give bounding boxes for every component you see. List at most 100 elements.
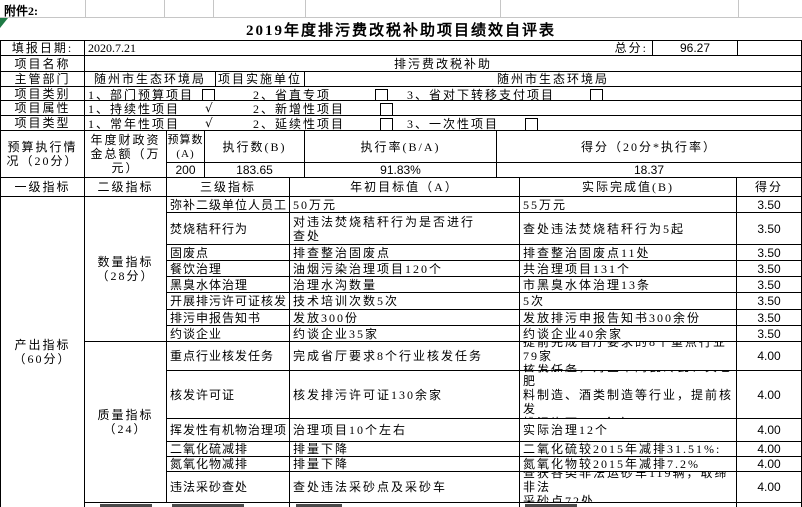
target-cell: 发放300份 (290, 310, 520, 326)
indicator-cell: 重点行业核发任务 (167, 342, 290, 371)
level2-group-quantity: 数量指标 （28分） (85, 197, 167, 342)
target-cell: 核发排污许可证130余家 (290, 371, 520, 419)
gridline (500, 0, 501, 17)
indicator-cell: 氮氧化物减排 (167, 457, 290, 472)
level2-group-quality: 质量指标 （24） (85, 342, 167, 503)
target-cell: 约谈企业35家 (290, 326, 520, 342)
score-cell: 4.00 (737, 442, 802, 457)
indicator-cell: 黑臭水体治理 (167, 277, 290, 293)
clipped-cell (520, 503, 737, 507)
empty-cell (738, 41, 802, 56)
target-cell: 对违法焚烧秸秆行为是否进行 查处 (290, 213, 520, 245)
gridline (85, 0, 86, 17)
budget-header-row: 预算数 (A) 执行数(B) 执行率(B/A) 得分（20分*执行率） (167, 131, 802, 163)
table-row: 挥发性有机物治理项 治理项目10个左右 实际治理12个 4.00 (167, 419, 802, 442)
table-row: 固废点 排查整治固废点 排查整治固废点11处 3.50 (167, 245, 802, 261)
green-corner-marker-icon (0, 18, 8, 28)
date-value: 2020.7.21 (88, 41, 136, 55)
actual-cell: 提前完成省厅要求的8个重点行业79家 核发任务 (520, 342, 737, 371)
score-cell: 3.50 (737, 326, 802, 342)
exec-amount-header: 执行数(B) (205, 131, 305, 163)
date-total-cell: 2020.7.21 总分: (85, 41, 653, 56)
table-row: 违法采砂查处 查处违法采砂点及采砂车 查获各类非法运砂车119辆，取缔非法 采砂… (167, 472, 802, 503)
page-title: 2019年度排污费改税补助项目绩效自评表 (245, 22, 556, 39)
score-cell: 4.00 (737, 371, 802, 419)
clipped-cell (290, 503, 520, 507)
score-cell: 3.50 (737, 310, 802, 326)
table-row: 开展排污许可证核发 技术培训次数5次 5次 3.50 (167, 293, 802, 310)
category-checkbox-2[interactable] (375, 89, 388, 100)
actual-cell: 氮氧化物较2015年减排7.2% (520, 457, 737, 472)
dept-label: 主管部门 (0, 72, 85, 87)
type-checkbox-3[interactable] (525, 118, 538, 130)
score-cell: 4.00 (737, 457, 802, 472)
budget-score-header: 得分（20分*执行率） (497, 131, 802, 163)
indicator-cell: 挥发性有机物治理项 (167, 419, 290, 442)
type-options: 1、常年性项目 √ 2、延续性项目 3、一次性项目 (85, 116, 802, 131)
indicator-cell: 餐饮治理 (167, 261, 290, 277)
table-row: 弥补二级单位人员工 50万元 55万元 3.50 (167, 197, 802, 213)
target-cell: 治理项目10个左右 (290, 419, 520, 442)
indicator-cell: 固废点 (167, 245, 290, 261)
attribute-options: 1、持续性项目 √ 2、新增性项目 (85, 101, 802, 116)
actual-cell: 查获各类非法运砂车119辆，取缔非法 采砂点72处 (520, 472, 737, 503)
gridline (305, 0, 306, 17)
indicator-cell: 二氧化硫减排 (167, 442, 290, 457)
score-cell: 3.50 (737, 261, 802, 277)
impl-unit-value: 随州市生态环境局 (305, 72, 802, 87)
target-cell: 油烟污染治理项目120个 (290, 261, 520, 277)
clipped-cell (167, 503, 290, 507)
actual-cell: 二氧化硫较2015年减排31.51%: (520, 442, 737, 457)
attachment-label: 附件2: (4, 4, 38, 18)
actual-cell: 约谈企业40余家 (520, 326, 737, 342)
project-name-row: 项目名称 排污费改税补助 (0, 56, 802, 72)
type-option-3: 3、一次性项目 (407, 117, 500, 131)
date-row: 填报日期: 2020.7.21 总分: 96.27 (0, 40, 802, 56)
score-cell: 4.00 (737, 342, 802, 371)
attribute-checkbox-2[interactable] (380, 103, 393, 115)
budget-section-label: 预算执行情 况（20分） (0, 131, 85, 178)
category-option-2: 2、省直专项 (253, 88, 332, 101)
clipped-text-fragment (296, 504, 342, 507)
type-option-2: 2、延续性项目 (253, 117, 346, 131)
exec-rate-value: 91.83% (305, 163, 497, 178)
target-cell: 排量下降 (290, 457, 520, 472)
indicator-cell: 违法采砂查处 (167, 472, 290, 503)
actual-header: 实际完成值(B) (520, 178, 737, 197)
target-cell: 排查整治固废点 (290, 245, 520, 261)
table-row: 约谈企业 约谈企业35家 约谈企业40余家 3.50 (167, 326, 802, 342)
actual-cell: 排查整治固废点11处 (520, 245, 737, 261)
date-label: 填报日期: (0, 41, 85, 56)
actual-cell: 自我加压，对全市陶瓷砖瓦、其它肥 料制造、酒类制造等行业，提前核发 排污许可14… (520, 371, 737, 419)
project-name-label: 项目名称 (0, 56, 85, 72)
score-header: 得分 (737, 178, 802, 197)
target-cell: 查处违法采砂点及采砂车 (290, 472, 520, 503)
target-cell: 50万元 (290, 197, 520, 213)
category-option-3: 3、省对下转移支付项目 (407, 88, 556, 101)
attribute-row: 项目属性 1、持续性项目 √ 2、新增性项目 (0, 101, 802, 116)
score-cell: 3.50 (737, 213, 802, 245)
gridline (738, 0, 739, 17)
budget-value-row: 200 183.65 91.83% 18.37 (167, 163, 802, 178)
actual-cell: 查处违法焚烧秸秆行为5起 (520, 213, 737, 245)
category-checkbox-1[interactable] (202, 89, 215, 100)
total-score: 96.27 (653, 41, 738, 56)
category-row: 项目类别 1、部门预算项目 2、省直专项 3、省对下转移支付项目 (0, 87, 802, 101)
type-checkbox-2[interactable] (380, 118, 393, 130)
table-row: 核发许可证 核发排污许可证130余家 自我加压，对全市陶瓷砖瓦、其它肥 料制造、… (167, 371, 802, 419)
table-row: 餐饮治理 油烟污染治理项目120个 共治理项目131个 3.50 (167, 261, 802, 277)
category-checkbox-3[interactable] (590, 89, 603, 100)
budget-amount-header: 预算数 (A) (167, 131, 205, 163)
target-cell: 治理水沟数量 (290, 277, 520, 293)
budget-amount-value: 200 (167, 163, 205, 178)
clipped-text-fragment (100, 504, 152, 507)
total-label: 总分: (614, 41, 648, 55)
indicator-header-row: 一级指标 二级指标 三级指标 年初目标值（A） 实际完成值(B) 得分 (0, 178, 802, 197)
target-header: 年初目标值（A） (290, 178, 520, 197)
actual-cell: 市黑臭水体治理13条 (520, 277, 737, 293)
category-label: 项目类别 (0, 87, 85, 101)
table-row: 黑臭水体治理 治理水沟数量 市黑臭水体治理13条 3.50 (167, 277, 802, 293)
project-name-value: 排污费改税补助 (85, 56, 802, 72)
level3-header: 三级指标 (167, 178, 290, 197)
exec-amount-value: 183.65 (205, 163, 305, 178)
